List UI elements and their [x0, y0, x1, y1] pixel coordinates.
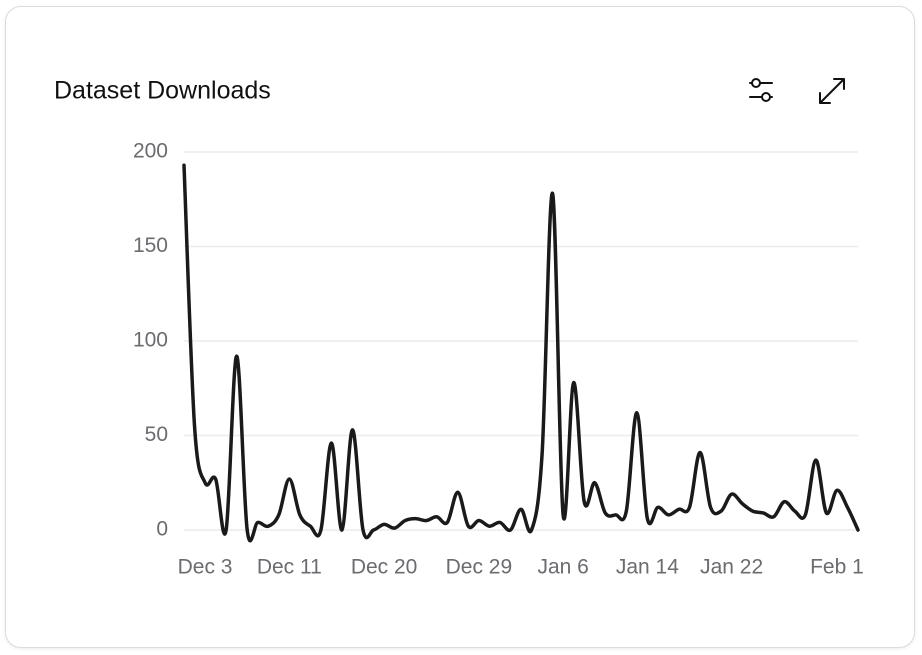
y-tick-label: 200 [133, 140, 168, 163]
y-tick-label: 150 [133, 234, 168, 257]
y-tick-label: 50 [145, 423, 168, 446]
chart-title: Dataset Downloads [54, 77, 271, 105]
x-tick-label: Jan 14 [616, 556, 679, 579]
x-tick-label: Dec 11 [257, 556, 322, 579]
icon-knob [761, 92, 771, 102]
line [182, 163, 860, 543]
x-tick-label: Feb 1 [810, 556, 864, 579]
filter-button[interactable] [749, 78, 773, 102]
x-tick-label: Jan 22 [700, 556, 763, 579]
expand-button[interactable] [819, 78, 845, 104]
card [5, 6, 915, 648]
y-tick-label: 0 [156, 518, 168, 541]
icon-expand [819, 78, 845, 104]
x-tick-label: Dec 29 [446, 556, 513, 579]
x-tick-label: Dec 3 [178, 556, 233, 579]
x-tick-label: Dec 20 [351, 556, 418, 579]
y-tick-label: 100 [133, 329, 168, 352]
x-tick-label: Jan 6 [537, 556, 588, 579]
icon-knob [751, 78, 761, 88]
